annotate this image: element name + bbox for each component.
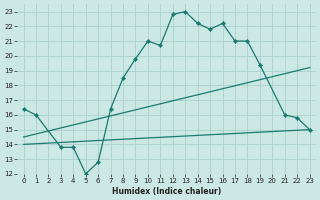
X-axis label: Humidex (Indice chaleur): Humidex (Indice chaleur) [112, 187, 221, 196]
